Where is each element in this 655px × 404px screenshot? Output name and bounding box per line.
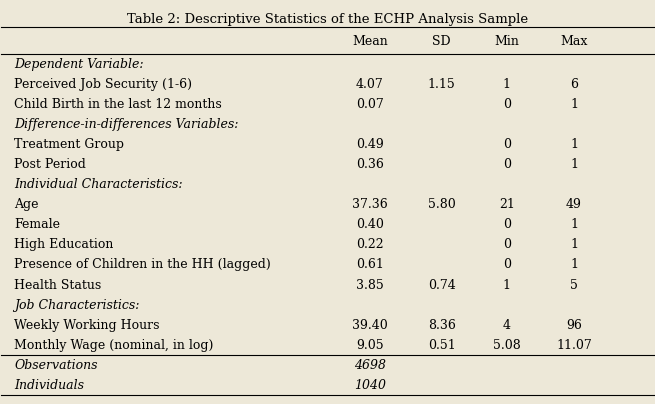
Text: 1: 1: [570, 238, 578, 251]
Text: 1.15: 1.15: [428, 78, 455, 91]
Text: Job Characteristics:: Job Characteristics:: [14, 299, 140, 311]
Text: Difference-in-differences Variables:: Difference-in-differences Variables:: [14, 118, 239, 131]
Text: Table 2: Descriptive Statistics of the ECHP Analysis Sample: Table 2: Descriptive Statistics of the E…: [127, 13, 528, 25]
Text: 0.07: 0.07: [356, 98, 384, 111]
Text: Treatment Group: Treatment Group: [14, 138, 124, 151]
Text: 0.74: 0.74: [428, 278, 455, 292]
Text: Female: Female: [14, 219, 60, 231]
Text: Dependent Variable:: Dependent Variable:: [14, 58, 144, 71]
Text: 5.08: 5.08: [493, 339, 521, 352]
Text: 4.07: 4.07: [356, 78, 384, 91]
Text: 1: 1: [570, 219, 578, 231]
Text: 4: 4: [503, 319, 511, 332]
Text: Child Birth in the last 12 months: Child Birth in the last 12 months: [14, 98, 222, 111]
Text: Age: Age: [14, 198, 39, 211]
Text: 5: 5: [570, 278, 578, 292]
Text: 0.51: 0.51: [428, 339, 455, 352]
Text: High Education: High Education: [14, 238, 114, 251]
Text: 0: 0: [503, 138, 511, 151]
Text: Individual Characteristics:: Individual Characteristics:: [14, 178, 183, 191]
Text: 0.36: 0.36: [356, 158, 384, 171]
Text: 3.85: 3.85: [356, 278, 384, 292]
Text: 5.80: 5.80: [428, 198, 455, 211]
Text: 8.36: 8.36: [428, 319, 456, 332]
Text: 1: 1: [503, 278, 511, 292]
Text: 39.40: 39.40: [352, 319, 388, 332]
Text: Observations: Observations: [14, 359, 98, 372]
Text: 0.22: 0.22: [356, 238, 384, 251]
Text: Max: Max: [560, 35, 588, 48]
Text: 0: 0: [503, 219, 511, 231]
Text: 0.61: 0.61: [356, 259, 384, 271]
Text: 0: 0: [503, 98, 511, 111]
Text: 0: 0: [503, 238, 511, 251]
Text: 96: 96: [566, 319, 582, 332]
Text: Perceived Job Security (1-6): Perceived Job Security (1-6): [14, 78, 193, 91]
Text: 1: 1: [570, 158, 578, 171]
Text: Health Status: Health Status: [14, 278, 102, 292]
Text: 0: 0: [503, 158, 511, 171]
Text: Individuals: Individuals: [14, 379, 84, 392]
Text: 4698: 4698: [354, 359, 386, 372]
Text: 11.07: 11.07: [556, 339, 592, 352]
Text: 49: 49: [566, 198, 582, 211]
Text: 0.49: 0.49: [356, 138, 384, 151]
Text: 6: 6: [570, 78, 578, 91]
Text: Post Period: Post Period: [14, 158, 86, 171]
Text: 37.36: 37.36: [352, 198, 388, 211]
Text: 21: 21: [499, 198, 515, 211]
Text: 1040: 1040: [354, 379, 386, 392]
Text: 1: 1: [570, 259, 578, 271]
Text: 0.40: 0.40: [356, 219, 384, 231]
Text: 1: 1: [570, 138, 578, 151]
Text: Monthly Wage (nominal, in log): Monthly Wage (nominal, in log): [14, 339, 214, 352]
Text: Mean: Mean: [352, 35, 388, 48]
Text: SD: SD: [432, 35, 451, 48]
Text: 1: 1: [503, 78, 511, 91]
Text: Presence of Children in the HH (lagged): Presence of Children in the HH (lagged): [14, 259, 271, 271]
Text: Weekly Working Hours: Weekly Working Hours: [14, 319, 160, 332]
Text: Min: Min: [495, 35, 519, 48]
Text: 1: 1: [570, 98, 578, 111]
Text: 9.05: 9.05: [356, 339, 384, 352]
Text: 0: 0: [503, 259, 511, 271]
